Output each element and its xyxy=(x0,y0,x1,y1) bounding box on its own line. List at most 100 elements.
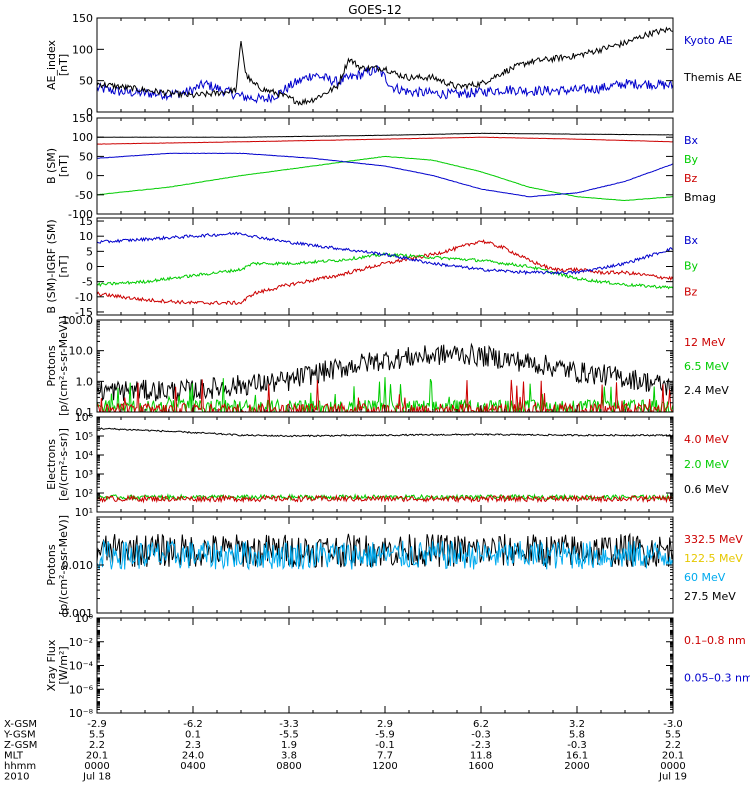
y-axis-label-line: Protons xyxy=(45,345,58,386)
series-line-2-4-mev xyxy=(97,342,673,402)
ephemeris-value: 5.5 xyxy=(89,730,105,741)
y-tick-label: 10¹ xyxy=(75,506,93,519)
ephemeris-value: 6.2 xyxy=(473,719,489,730)
y-tick-label: 0.1 xyxy=(76,406,94,419)
y-tick-label: 10⁻⁴ xyxy=(69,660,94,673)
ephemeris-value: 7.7 xyxy=(377,751,393,762)
y-tick-label: 0 xyxy=(86,106,93,119)
series-line-27-5-mev xyxy=(97,532,673,569)
y-tick-label: -5 xyxy=(82,276,93,289)
series-line-4-0-mev xyxy=(97,493,673,504)
y-tick-label: 15 xyxy=(79,215,93,228)
panel-frame xyxy=(96,319,674,413)
y-axis-label: B (SM)-IGRF (SM)[nT] xyxy=(45,219,70,313)
ephemeris-value: -0.3 xyxy=(567,740,587,751)
ephemeris-value: 0000 xyxy=(660,761,685,772)
series-line-by xyxy=(97,155,673,202)
panel-db: -15 -10 -5 0 5 10 15 B (SM)-IGRF (SM)[nT] Bx By Bz xyxy=(45,215,699,319)
legend-entry: Bz xyxy=(684,285,698,298)
y-tick-label: 10⁻² xyxy=(69,636,93,649)
legend-entry: 60 MeV xyxy=(684,571,726,584)
y-tick-label: 10⁰ xyxy=(75,612,94,625)
ephemeris-label: Y-GSM xyxy=(3,730,36,741)
ephemeris-value: -6.2 xyxy=(183,719,203,730)
ephemeris-value: 0000 xyxy=(84,761,109,772)
y-tick-label: 10⁻⁸ xyxy=(69,707,94,720)
ephemeris-value: -0.1 xyxy=(375,740,395,751)
legend-entry: 0.05–0.3 nm xyxy=(684,672,750,685)
ephemeris-value: 0.1 xyxy=(185,730,201,741)
legend-entry: 12 MeV xyxy=(684,336,726,349)
legend-entry: 4.0 MeV xyxy=(684,433,729,446)
ephemeris-label: 2010 xyxy=(4,772,29,783)
ephemeris-value: Jul 19 xyxy=(658,772,687,783)
ephemeris-value: 2.2 xyxy=(89,740,105,751)
chart-title: GOES-12 xyxy=(348,3,402,17)
ephemeris-value: 2000 xyxy=(564,761,589,772)
ephemeris-label: MLT xyxy=(4,751,24,762)
y-axis-label-line: Xray Flux xyxy=(45,639,58,691)
y-tick-label: 10⁻⁶ xyxy=(69,683,94,696)
panel-b: -100 -50 0 50 100 150 B (SM)[nT] Bx By Bz Bmag xyxy=(45,112,716,221)
ephemeris-value: 3.2 xyxy=(569,719,585,730)
y-axis-label-line: B (SM) xyxy=(45,148,58,184)
panel-x: 10⁻⁸ 10⁻⁶ 10⁻⁴ 10⁻² 10⁰ Xray Flux[W/m²] 0.1–0.… xyxy=(45,612,750,720)
y-tick-label: -10 xyxy=(75,291,93,304)
ephemeris-label: hhmm xyxy=(4,761,36,772)
y-tick-label: 150 xyxy=(72,112,93,125)
y-axis-label: Protons[p/(cm²-s-sr-MeV)] xyxy=(45,316,70,416)
panel-p1: 0.11.010.0100.0Protons[p/(cm²-s-sr-MeV)]… xyxy=(45,314,729,419)
y-axis-label: B (SM)[nT] xyxy=(45,148,70,184)
ephemeris-value: -5.5 xyxy=(279,730,299,741)
y-axis-label-line: [nT] xyxy=(57,255,70,277)
ephemeris-table: X-GSM -2.9 -6.2 -3.3 2.9 6.2 3.2 -3.0 Y-GSM 5.5 0.… xyxy=(3,719,687,783)
legend-entry: Themis AE xyxy=(683,71,742,84)
legend-entry: Bmag xyxy=(684,191,716,204)
ephemeris-value: 2.9 xyxy=(377,719,393,730)
ephemeris-value: -3.3 xyxy=(279,719,299,730)
ephemeris-value: -5.9 xyxy=(375,730,395,741)
ephemeris-value: 11.8 xyxy=(470,751,492,762)
y-tick-label: 10³ xyxy=(75,468,93,481)
y-tick-label: 100 xyxy=(72,131,93,144)
panel-frame xyxy=(96,17,674,113)
y-tick-label: 10² xyxy=(75,487,93,500)
ephemeris-value: 16.1 xyxy=(566,751,588,762)
y-axis-label-line: Protons xyxy=(45,544,58,585)
legend-entry: Bx xyxy=(684,134,699,147)
ephemeris-value: 0400 xyxy=(180,761,205,772)
y-axis-label: Protons[p/(cm²-s-sr-MeV)] xyxy=(45,515,70,615)
y-axis-label-line: [nT] xyxy=(57,54,70,76)
y-axis-label-line: Electrons xyxy=(45,439,58,490)
panel-frame xyxy=(96,617,674,714)
ephemeris-value: -0.3 xyxy=(471,730,491,741)
legend-entry: 6.5 MeV xyxy=(684,360,729,373)
ephemeris-value: -2.3 xyxy=(471,740,491,751)
legend-entry: 2.0 MeV xyxy=(684,458,729,471)
ephemeris-value: -3.0 xyxy=(663,719,683,730)
ephemeris-value: 5.8 xyxy=(569,730,585,741)
series-line-themis-ae xyxy=(97,26,673,107)
legend-entry: 0.6 MeV xyxy=(684,483,729,496)
y-tick-label: 50 xyxy=(79,150,93,163)
y-tick-label: 0 xyxy=(86,261,93,274)
y-axis-label-line: [nT] xyxy=(57,155,70,177)
y-axis-label: Electrons[e/(cm²-s-sr)] xyxy=(45,428,70,501)
legend-entry: 332.5 MeV xyxy=(684,533,743,546)
series-line-60-mev xyxy=(97,539,673,571)
y-tick-label: -50 xyxy=(75,189,93,202)
series-line-bx xyxy=(97,231,673,276)
y-tick-label: 0 xyxy=(86,170,93,183)
legend-entry: 0.1–0.8 nm xyxy=(684,634,746,647)
series-line-bz xyxy=(97,239,673,306)
y-tick-label: 5 xyxy=(86,245,93,258)
y-tick-label: 0.001 xyxy=(62,607,94,620)
ephemeris-value: 2.3 xyxy=(185,740,201,751)
y-tick-label: 10⁵ xyxy=(75,430,93,443)
ephemeris-label: X-GSM xyxy=(4,719,37,730)
panel-frame xyxy=(96,516,674,614)
ephemeris-value: 1600 xyxy=(468,761,493,772)
legend-entry: 2.4 MeV xyxy=(684,384,729,397)
y-tick-label: 100.0 xyxy=(62,314,94,327)
